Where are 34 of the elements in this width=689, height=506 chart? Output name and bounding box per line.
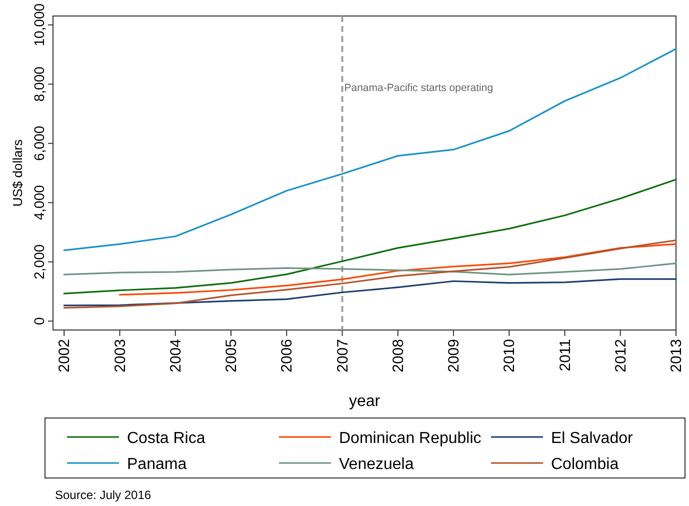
x-axis-title: year (348, 393, 381, 410)
x-tick-label: 2013 (668, 339, 685, 372)
y-tick-label: 10,000 (31, 3, 47, 46)
x-tick-label: 2002 (56, 339, 74, 372)
legend-label: Dominican Republic (339, 430, 482, 447)
line-series (118, 243, 677, 296)
line-series (63, 262, 677, 276)
y-tick-label: 4,000 (31, 184, 47, 220)
line-series (63, 48, 677, 252)
legend-label: Costa Rica (127, 430, 206, 447)
line-series (63, 239, 677, 309)
legend-label: Venezuela (339, 456, 414, 473)
x-tick-label: 2006 (278, 339, 296, 372)
legend-label: El Salvador (551, 430, 634, 447)
x-tick-label: 2009 (446, 339, 462, 372)
x-tick-label: 2004 (167, 339, 184, 372)
legend-label: Colombia (551, 456, 619, 473)
x-tick-label: 2003 (112, 339, 129, 372)
x-tick-label: 2011 (556, 339, 574, 372)
x-tick-label: 2005 (223, 339, 240, 372)
y-tick-label: 0 (31, 317, 47, 326)
legend-label: Panama (127, 456, 187, 473)
y-tick-label: 2,000 (31, 244, 47, 280)
x-tick-label: 2008 (390, 339, 407, 372)
line-series (63, 278, 677, 306)
y-tick-label: 8,000 (31, 66, 47, 102)
x-tick-label: 2007 (334, 339, 352, 372)
y-axis-title: US$ dollars (10, 138, 25, 207)
y-tick-label: 6,000 (31, 126, 47, 161)
x-tick-label: 2012 (612, 339, 630, 372)
ref-line-label: Panama-Pacific starts operating (344, 82, 494, 94)
line-series (63, 178, 677, 294)
x-tick-label: 2010 (501, 339, 518, 372)
source-note: Source: July 2016 (55, 488, 152, 502)
